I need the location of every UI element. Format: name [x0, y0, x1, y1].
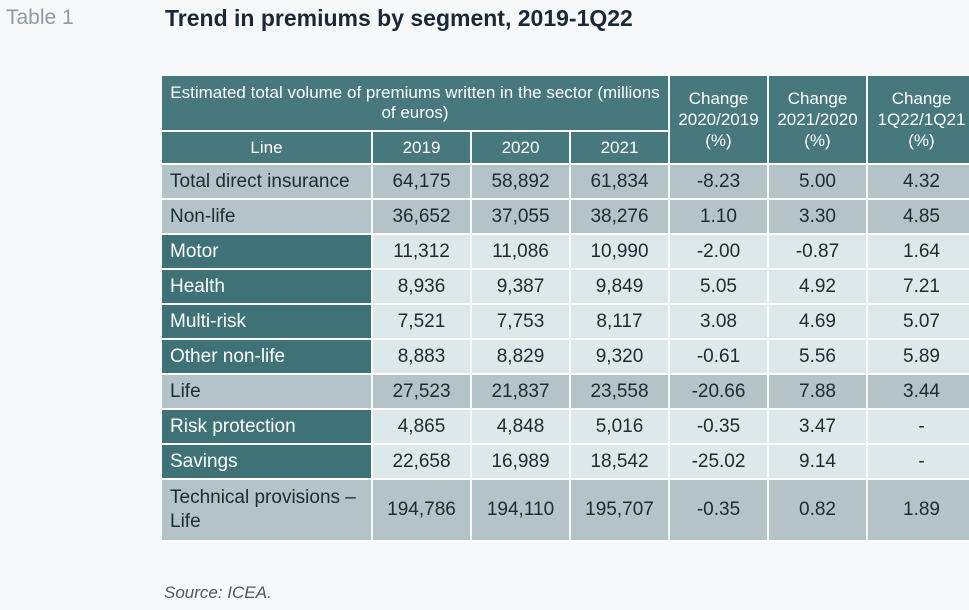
- table-cell: 9,387: [472, 270, 569, 305]
- table-cell: 22,658: [373, 445, 470, 480]
- table-cell: 5.56: [769, 340, 866, 375]
- table-cell: 64,175: [373, 165, 470, 200]
- table-cell: 4.92: [769, 270, 866, 305]
- table-cell: -20.66: [670, 375, 767, 410]
- page-title: Trend in premiums by segment, 2019-1Q22: [165, 5, 633, 31]
- table-cell: 58,892: [472, 165, 569, 200]
- change-header-1q22-1q21: Change 1Q22/1Q21 (%): [868, 76, 969, 165]
- table-cell: 3.47: [769, 410, 866, 445]
- row-label: Risk protection: [162, 410, 371, 445]
- table-cell: 3.08: [670, 305, 767, 340]
- table-cell: -0.87: [769, 235, 866, 270]
- year-column-header: 2019: [373, 132, 470, 165]
- table-cell: 61,834: [571, 165, 668, 200]
- table-cell: -8.23: [670, 165, 767, 200]
- table-cell: 10,990: [571, 235, 668, 270]
- table-cell: 38,276: [571, 200, 668, 235]
- table-cell: 18,542: [571, 445, 668, 480]
- change-header-period: 2021/2020: [777, 110, 858, 129]
- table-cell: 1.10: [670, 200, 767, 235]
- table-cell: 3.30: [769, 200, 866, 235]
- table-cell: 194,786: [373, 480, 470, 542]
- table-cell: 11,086: [472, 235, 569, 270]
- row-label: Non-life: [162, 200, 371, 235]
- table-cell: 7.21: [868, 270, 969, 305]
- year-column-header: 2021: [571, 132, 668, 165]
- row-label: Health: [162, 270, 371, 305]
- change-header-label: Change: [891, 89, 952, 108]
- table-cell: 5.00: [769, 165, 866, 200]
- table-cell: 9.14: [769, 445, 866, 480]
- change-header-2020-2019: Change 2020/2019 (%): [670, 76, 767, 165]
- change-header-period: 2020/2019: [678, 110, 759, 129]
- table-cell: 4.85: [868, 200, 969, 235]
- table-cell: 4,848: [472, 410, 569, 445]
- row-label: Life: [162, 375, 371, 410]
- table-cell: 21,837: [472, 375, 569, 410]
- change-header-2021-2020: Change 2021/2020 (%): [769, 76, 866, 165]
- table-cell: 8,883: [373, 340, 470, 375]
- row-label: Other non-life: [162, 340, 371, 375]
- row-label: Motor: [162, 235, 371, 270]
- table-cell: 194,110: [472, 480, 569, 542]
- table-cell: 1.64: [868, 235, 969, 270]
- main-header: Estimated total volume of premiums writt…: [162, 76, 668, 132]
- change-header-unit: (%): [705, 131, 732, 150]
- table-cell: 4.32: [868, 165, 969, 200]
- year-column-header: 2020: [472, 132, 569, 165]
- table-label: Table 1: [6, 6, 74, 29]
- row-label: Technical provisions – Life: [162, 480, 371, 542]
- table-cell: -25.02: [670, 445, 767, 480]
- change-header-label: Change: [787, 89, 848, 108]
- table-cell: 7,753: [472, 305, 569, 340]
- table-cell: 7.88: [769, 375, 866, 410]
- row-label: Savings: [162, 445, 371, 480]
- table-cell: 11,312: [373, 235, 470, 270]
- table-cell: -0.35: [670, 480, 767, 542]
- table-cell: 16,989: [472, 445, 569, 480]
- table-cell: 37,055: [472, 200, 569, 235]
- table-cell: 8,117: [571, 305, 668, 340]
- table-cell: 3.44: [868, 375, 969, 410]
- change-header-period: 1Q22/1Q21: [877, 110, 966, 129]
- row-label: Multi-risk: [162, 305, 371, 340]
- table-cell: -: [868, 410, 969, 445]
- line-column-header: Line: [162, 132, 371, 165]
- table-cell: 5,016: [571, 410, 668, 445]
- table-cell: -: [868, 445, 969, 480]
- table-cell: -0.35: [670, 410, 767, 445]
- table-cell: 4.69: [769, 305, 866, 340]
- table-cell: 195,707: [571, 480, 668, 542]
- table-cell: -2.00: [670, 235, 767, 270]
- change-header-unit: (%): [804, 131, 831, 150]
- table-cell: 23,558: [571, 375, 668, 410]
- table-cell: 9,849: [571, 270, 668, 305]
- table-cell: 5.07: [868, 305, 969, 340]
- table-cell: 7,521: [373, 305, 470, 340]
- table-cell: 8,829: [472, 340, 569, 375]
- table-cell: 5.89: [868, 340, 969, 375]
- table-cell: 27,523: [373, 375, 470, 410]
- change-header-label: Change: [688, 89, 749, 108]
- table-cell: 36,652: [373, 200, 470, 235]
- table-cell: 8,936: [373, 270, 470, 305]
- row-label: Total direct insurance: [162, 165, 371, 200]
- table-cell: 5.05: [670, 270, 767, 305]
- table-cell: -0.61: [670, 340, 767, 375]
- table-cell: 0.82: [769, 480, 866, 542]
- premiums-table: Estimated total volume of premiums writt…: [162, 76, 969, 542]
- table-cell: 4,865: [373, 410, 470, 445]
- source-note: Source: ICEA.: [164, 583, 272, 602]
- table-cell: 9,320: [571, 340, 668, 375]
- table-cell: 1.89: [868, 480, 969, 542]
- change-header-unit: (%): [908, 131, 935, 150]
